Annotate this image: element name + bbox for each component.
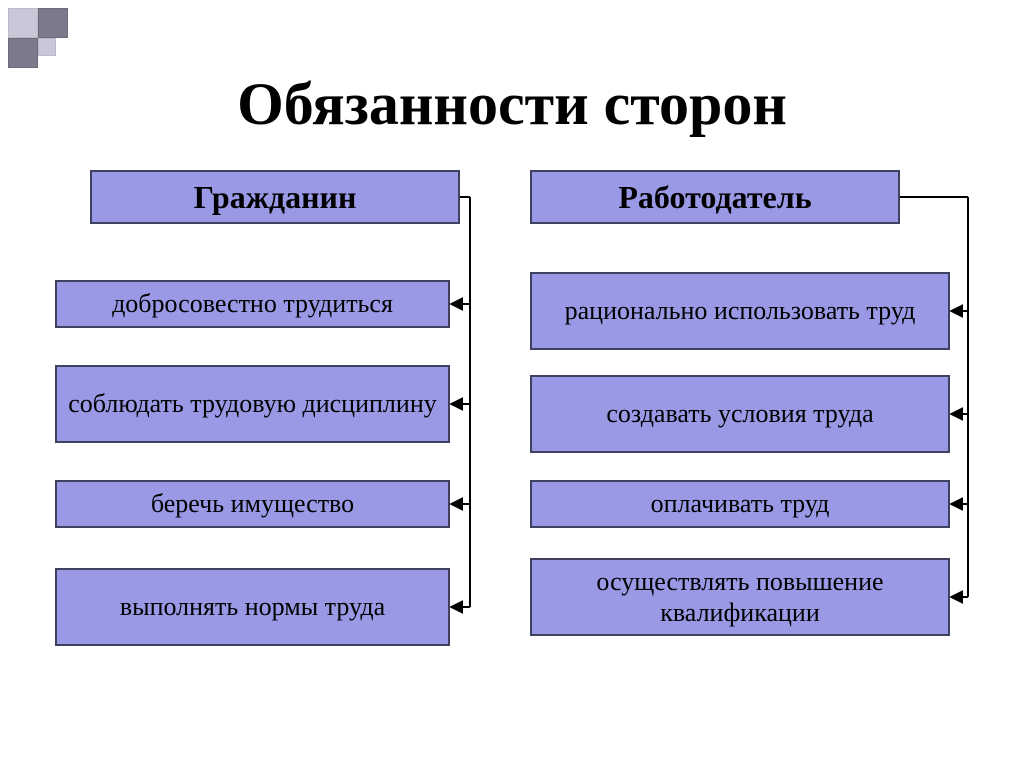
- right-item-3: осуществлять повышение квалификации: [530, 558, 950, 636]
- left-item-0: добросовестно трудиться: [55, 280, 450, 328]
- left-item-1: соблюдать трудовую дисциплину: [55, 365, 450, 443]
- right-header: Работодатель: [530, 170, 900, 224]
- right-item-2: оплачивать труд: [530, 480, 950, 528]
- left-item-3: выполнять нормы труда: [55, 568, 450, 646]
- page-title: Обязанности сторон: [0, 70, 1024, 139]
- right-item-1: создавать условия труда: [530, 375, 950, 453]
- right-item-0: рационально использовать труд: [530, 272, 950, 350]
- left-header: Гражданин: [90, 170, 460, 224]
- left-item-2: беречь имущество: [55, 480, 450, 528]
